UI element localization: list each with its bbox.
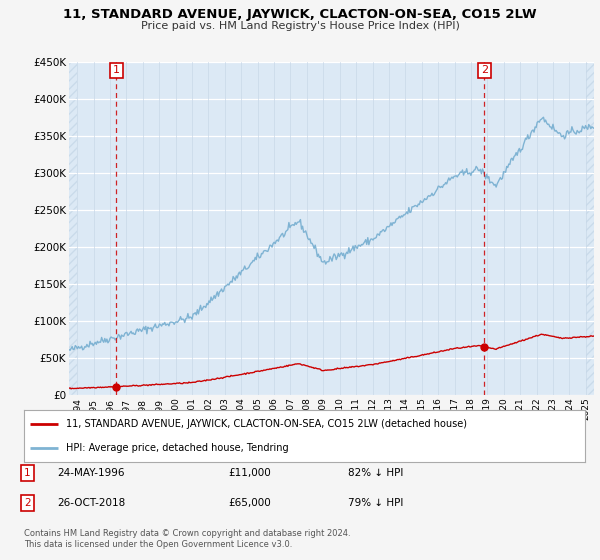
Text: 2: 2 xyxy=(24,498,31,508)
Text: Price paid vs. HM Land Registry's House Price Index (HPI): Price paid vs. HM Land Registry's House … xyxy=(140,21,460,31)
Text: 11, STANDARD AVENUE, JAYWICK, CLACTON-ON-SEA, CO15 2LW: 11, STANDARD AVENUE, JAYWICK, CLACTON-ON… xyxy=(63,8,537,21)
Text: Contains HM Land Registry data © Crown copyright and database right 2024.: Contains HM Land Registry data © Crown c… xyxy=(24,529,350,538)
Text: 24-MAY-1996: 24-MAY-1996 xyxy=(57,468,125,478)
Text: 26-OCT-2018: 26-OCT-2018 xyxy=(57,498,125,508)
Text: 11, STANDARD AVENUE, JAYWICK, CLACTON-ON-SEA, CO15 2LW (detached house): 11, STANDARD AVENUE, JAYWICK, CLACTON-ON… xyxy=(66,419,467,430)
Text: 2: 2 xyxy=(481,66,488,75)
Text: This data is licensed under the Open Government Licence v3.0.: This data is licensed under the Open Gov… xyxy=(24,540,292,549)
Text: 79% ↓ HPI: 79% ↓ HPI xyxy=(348,498,403,508)
Text: £65,000: £65,000 xyxy=(228,498,271,508)
Text: 1: 1 xyxy=(24,468,31,478)
Text: 82% ↓ HPI: 82% ↓ HPI xyxy=(348,468,403,478)
Text: £11,000: £11,000 xyxy=(228,468,271,478)
Text: HPI: Average price, detached house, Tendring: HPI: Average price, detached house, Tend… xyxy=(66,443,289,453)
Text: 1: 1 xyxy=(113,66,120,75)
